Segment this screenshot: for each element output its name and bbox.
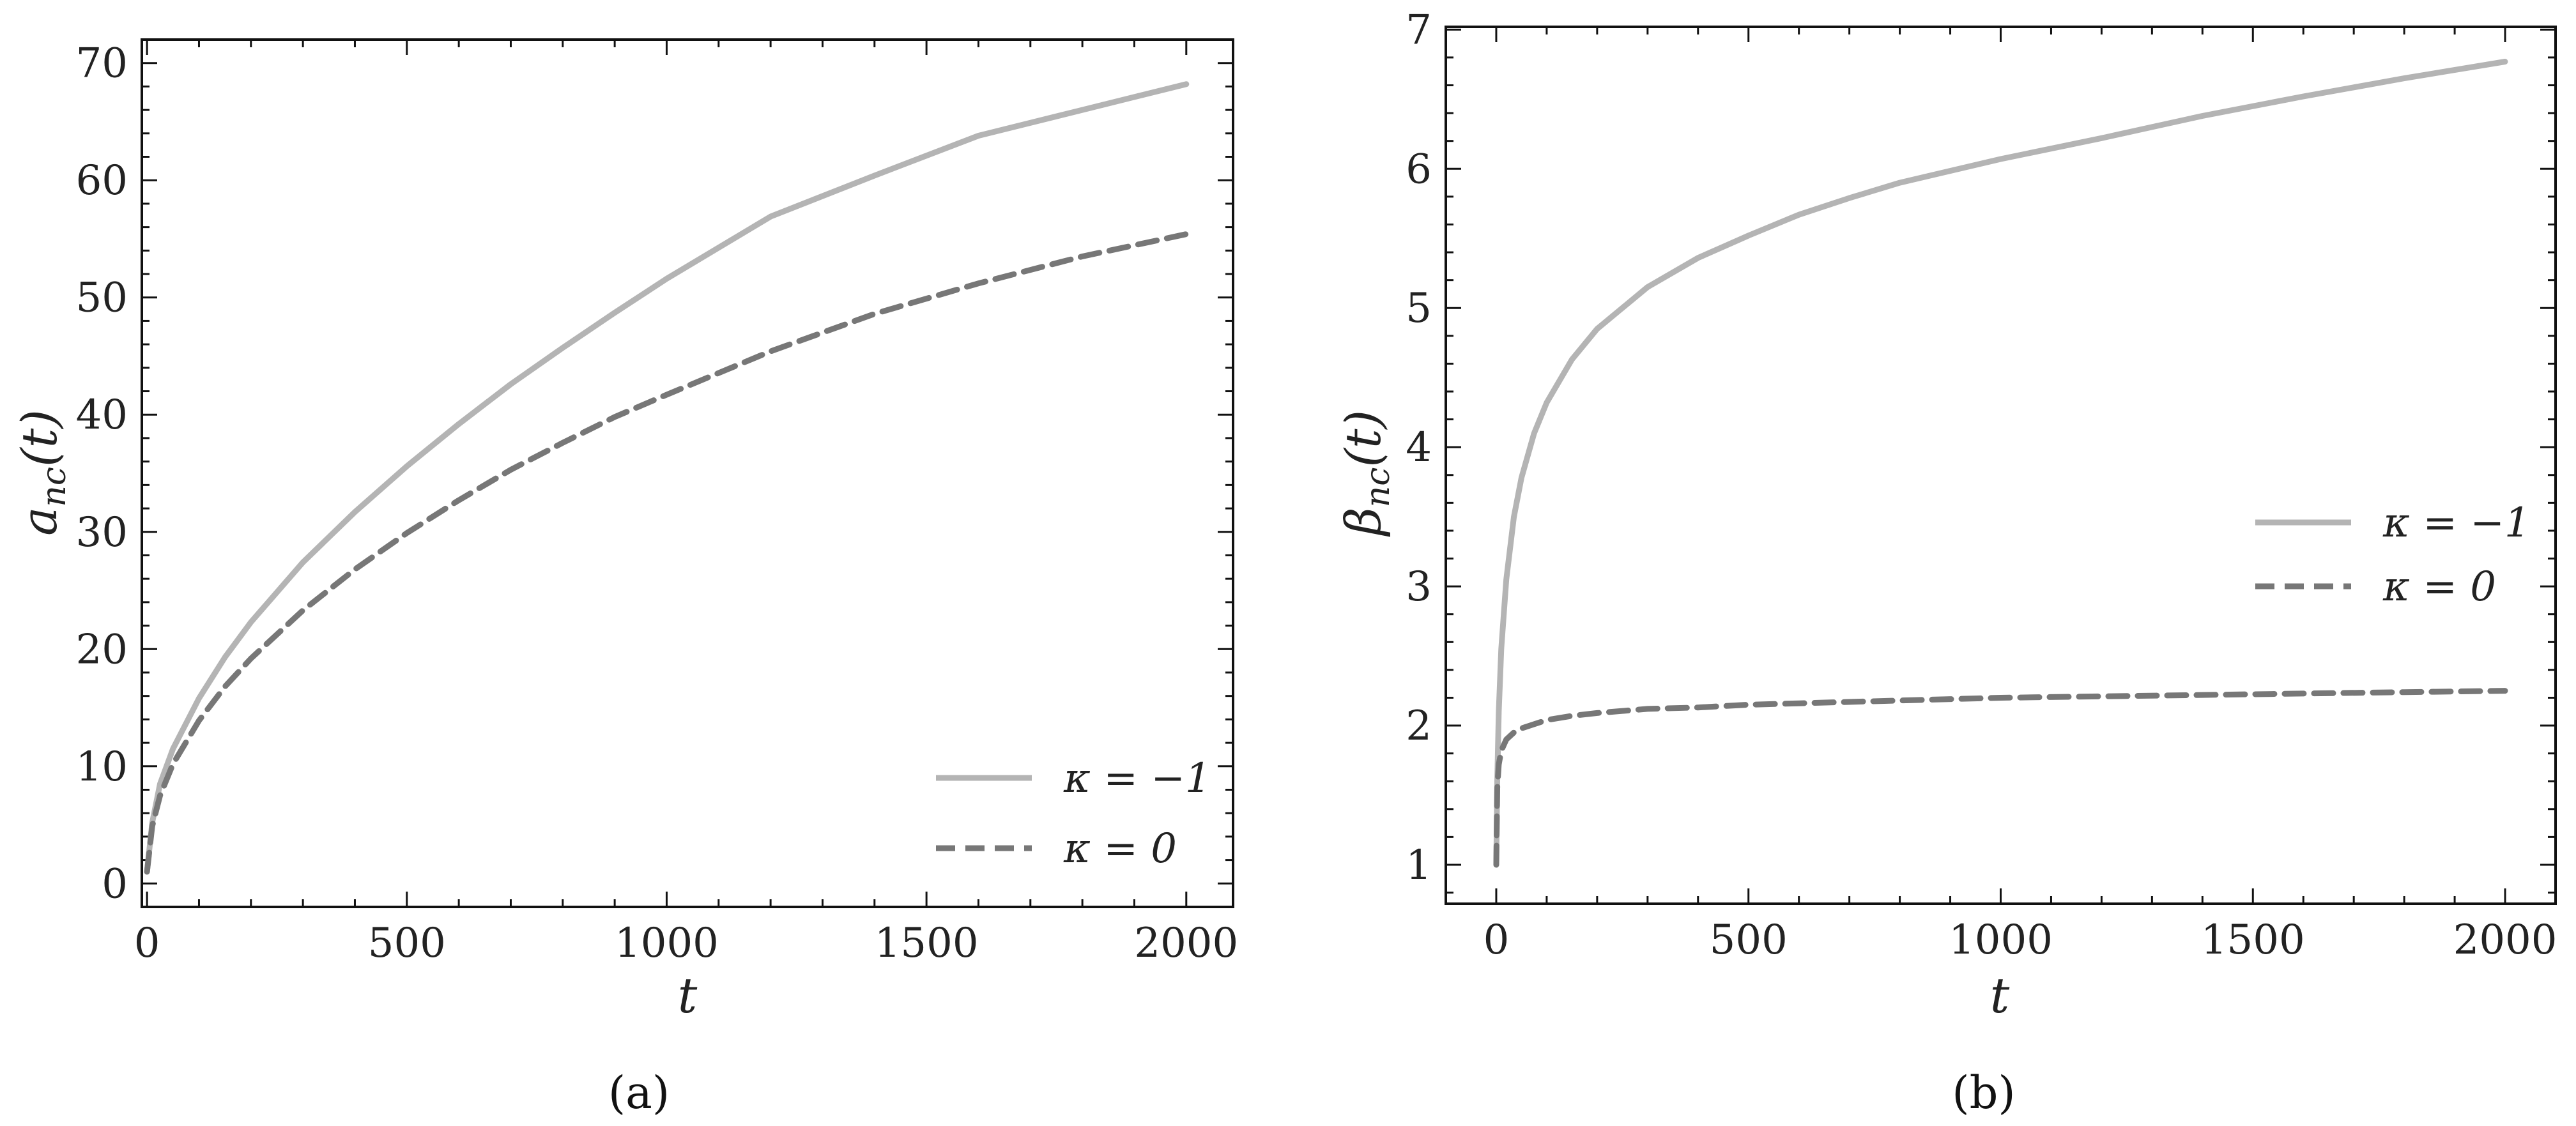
y-tick-label-b: 1 [1406, 842, 1432, 889]
y-tick-label-a: 10 [76, 743, 128, 791]
y-tick-label-a: 70 [76, 40, 128, 87]
plot-area-a: 0 500 1000 1500 2000 0 10 20 30 40 50 60 70 κ = −1 κ =… [76, 38, 1238, 967]
y-axis-label-arg-b: (t) [1335, 410, 1392, 468]
x-tick-label-b: 2000 [2453, 917, 2557, 964]
panel-label-a: (a) [608, 1067, 670, 1119]
legend-label-1-b: κ = −1 [2382, 499, 2531, 547]
series-line-1-a [144, 81, 1190, 875]
y-tick-label-b: 7 [1406, 6, 1432, 54]
y-axis-label-arg-a: (t) [11, 409, 68, 467]
y-tick-label-b: 3 [1406, 563, 1432, 611]
y-axis-label-sub-a: nc [35, 467, 73, 507]
y-tick-label-a: 20 [76, 626, 128, 673]
x-tick-label-b: 500 [1710, 917, 1788, 964]
y-tick-label-b: 4 [1406, 424, 1432, 471]
x-axis-label-a: t [678, 967, 698, 1024]
y-tick-label-a: 50 [76, 275, 128, 322]
plot-area-b: 0 500 1000 1500 2000 1 2 3 4 5 6 7 κ = −1 κ = 0 [1406, 6, 2557, 964]
x-tick-label-b: 0 [1483, 917, 1510, 964]
x-tick-label-b: 1500 [2201, 917, 2305, 964]
y-axis-label-b: βnc(t) [1335, 410, 1397, 537]
y-tick-label-b: 5 [1406, 285, 1432, 332]
series-line-1-b [1493, 59, 2508, 868]
y-tick-label-a: 0 [102, 860, 128, 908]
legend-label-2-b: κ = 0 [2382, 563, 2496, 611]
x-axis-label-b: t [1990, 967, 2010, 1024]
chart-panel-a: 0 500 1000 1500 2000 0 10 20 30 40 50 60 70 κ = −1 κ =… [11, 38, 1238, 1119]
x-tick-label-a: 500 [368, 920, 446, 967]
x-tick-label-a: 2000 [1134, 920, 1238, 967]
x-tick-label-a: 1500 [875, 920, 979, 967]
y-tick-label-b: 2 [1406, 703, 1432, 750]
y-axis-label-base-b: β [1335, 507, 1392, 537]
y-axis-label-a: anc(t) [11, 409, 73, 536]
y-tick-label-b: 6 [1406, 146, 1432, 193]
x-tick-label-a: 1000 [615, 920, 719, 967]
series-line-2-b [1493, 688, 2508, 868]
y-axis-label-base-a: a [11, 507, 68, 536]
legend-label-1-a: κ = −1 [1063, 755, 1211, 802]
panel-label-b: (b) [1952, 1067, 2015, 1119]
chart-panel-b: 0 500 1000 1500 2000 1 2 3 4 5 6 7 κ = −1 κ = 0 t βnc… [1335, 6, 2557, 1119]
legend-label-2-a: κ = 0 [1063, 825, 1177, 872]
y-tick-label-a: 60 [76, 157, 128, 204]
y-tick-label-a: 30 [76, 509, 128, 556]
x-tick-label-b: 1000 [1949, 917, 2053, 964]
x-tick-label-a: 0 [134, 920, 160, 967]
y-axis-label-sub-b: nc [1359, 468, 1397, 508]
y-tick-label-a: 40 [76, 392, 128, 439]
series-line-2-a [144, 231, 1190, 875]
plot-frame-a [141, 38, 1234, 908]
